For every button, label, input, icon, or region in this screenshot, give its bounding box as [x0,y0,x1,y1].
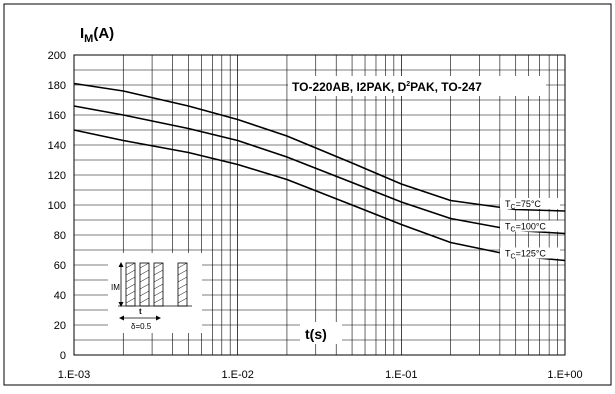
pulse-hatch [139,262,150,269]
series-label-box [500,220,560,232]
x-axis-title: t(s) [305,326,327,342]
inset-t-label: t [139,307,142,316]
x-tick-label: 1.E-02 [221,369,253,381]
x-tick-label: 1.E-03 [58,369,90,381]
x-tick-label: 1.E-01 [385,369,417,381]
pulse-hatch [177,262,188,269]
y-tick-label: 120 [48,170,66,182]
plot-frame [73,54,566,356]
pulse-hatch [153,276,164,283]
series-layer [73,82,566,262]
inset-t-arrow-right [156,315,161,321]
series-label: TC=125°C [505,249,546,261]
inset-t-arrow-left [119,315,124,321]
pulse-hatch [153,262,164,269]
outer-frame [3,3,612,386]
y-tick-label: 200 [48,50,66,62]
series-label: TC=100°C [505,222,546,234]
inset-im-arrow-top [118,262,124,267]
y-axis-title: IM(A) [80,25,114,45]
pulse-hatch [153,269,164,276]
pulse-hatch [139,290,150,297]
pulse-hatch [125,290,136,297]
y-tick-label: 20 [54,320,66,332]
pulse-inset: IM t δ=0.5 [108,253,202,333]
y-tick-label: 100 [48,200,66,212]
pulse-hatch [139,297,150,304]
inset-im-label: IM [111,283,120,292]
y-tick-label: 40 [54,290,66,302]
pulse-hatch [177,269,188,276]
series-label: TC=75°C [505,199,541,211]
series-label-box [500,247,560,259]
pulse-hatch [177,283,188,290]
pulse-hatch [139,269,150,276]
inset-delta-label: δ=0.5 [131,322,152,331]
pulse-hatch [139,276,150,283]
y-tick-label: 140 [48,140,66,152]
series-line-2 [73,105,566,235]
pulse-hatch [139,283,150,290]
series-line-3 [73,129,566,262]
y-tick-label: 80 [54,230,66,242]
y-tick-label: 180 [48,80,66,92]
pulse-hatch [177,290,188,297]
pulse-hatch [153,297,164,304]
axis-layer: 0 20 40 60 80 100 120 140 160 180 200 1.E-03 1.E-02 1… [48,50,583,381]
pulse-bars [118,262,192,307]
pulse-hatch [177,297,188,304]
x-axis-title-box [300,322,342,344]
package-label: TO-220AB, I2PAK, D2PAK, TO-247 [292,80,482,94]
y-tick-label: 0 [60,350,66,362]
pulse-hatch [125,269,136,276]
series-label-layer: TC=75°C TC=100°C TC=125°C [500,198,560,261]
pulse-hatch [125,262,136,269]
pulse-hatch [153,283,164,290]
series-label-box [500,198,560,209]
pulse-hatch [125,297,136,304]
pulse-hatch [153,290,164,297]
pulse-hatch [125,276,136,283]
y-tick-label: 160 [48,110,66,122]
series-line-1 [73,82,566,212]
y-tick-label: 60 [54,260,66,272]
x-tick-label: 1.E+00 [547,369,582,381]
package-label-box [288,76,546,96]
pulse-hatch [177,276,188,283]
pulse-hatch [125,283,136,290]
inset-im-arrow-bottom [118,302,124,307]
